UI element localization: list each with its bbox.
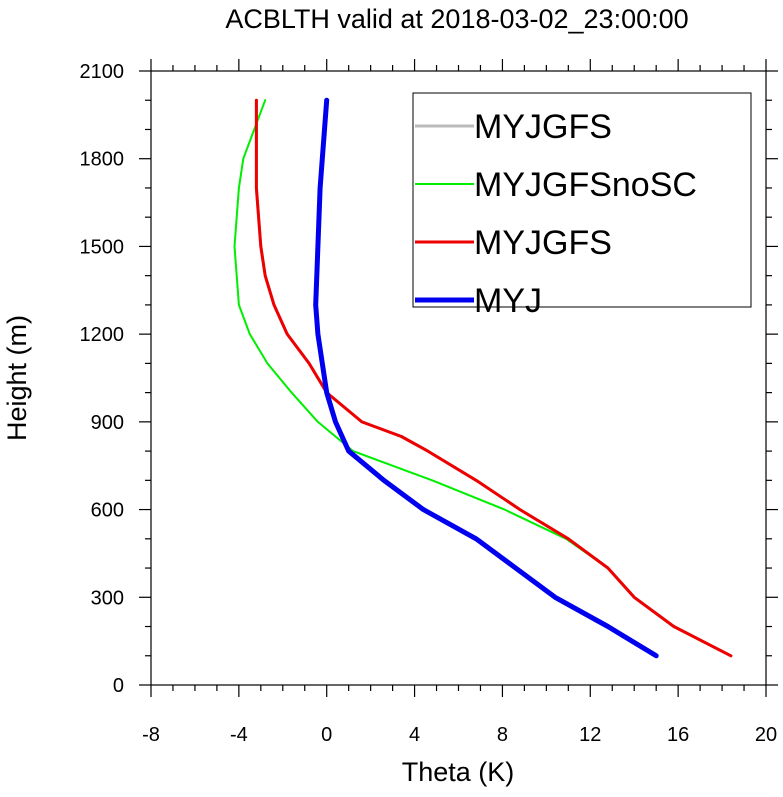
legend: MYJGFS MYJGFSnoSC MYJGFS MYJ [412, 92, 752, 320]
chart-title: ACBLTH valid at 2018-03-02_23:00:00 [225, 4, 688, 34]
x-tick-label: 0 [321, 724, 332, 746]
series-line-myj-3 [313, 97, 659, 659]
x-tick-label: 16 [667, 724, 689, 746]
y-tick-label: 1800 [80, 149, 125, 171]
y-tick-label: 600 [91, 500, 124, 522]
x-tick-label: -8 [142, 724, 160, 746]
x-tick-label: -4 [230, 724, 248, 746]
legend-label: MYJGFS [474, 108, 612, 146]
y-tick-label: 2100 [80, 61, 125, 83]
y-tick-label: 900 [91, 412, 124, 434]
y-tick-label: 1500 [80, 236, 125, 258]
x-axis-title: Theta (K) [402, 757, 515, 787]
legend-label: MYJGFSnoSC [474, 166, 697, 204]
x-tick-label: 4 [409, 724, 420, 746]
legend-label: MYJGFS [474, 224, 612, 262]
x-tick-label: 12 [579, 724, 601, 746]
legend-box [412, 92, 752, 308]
series-lines [233, 97, 733, 659]
y-tick-labels: 0 300 600 900 1200 1500 1800 2100 [80, 61, 125, 697]
x-tick-label: 8 [497, 724, 508, 746]
y-tick-label: 300 [91, 587, 124, 609]
x-tick-label: 20 [755, 724, 777, 746]
x-tick-labels: -8 -4 0 4 8 12 16 20 [142, 724, 777, 746]
axis-ticks [139, 59, 778, 697]
y-tick-label: 0 [113, 675, 124, 697]
legend-label: MYJ [474, 282, 542, 320]
y-tick-label: 1200 [80, 324, 125, 346]
y-axis-title: Height (m) [2, 315, 32, 441]
